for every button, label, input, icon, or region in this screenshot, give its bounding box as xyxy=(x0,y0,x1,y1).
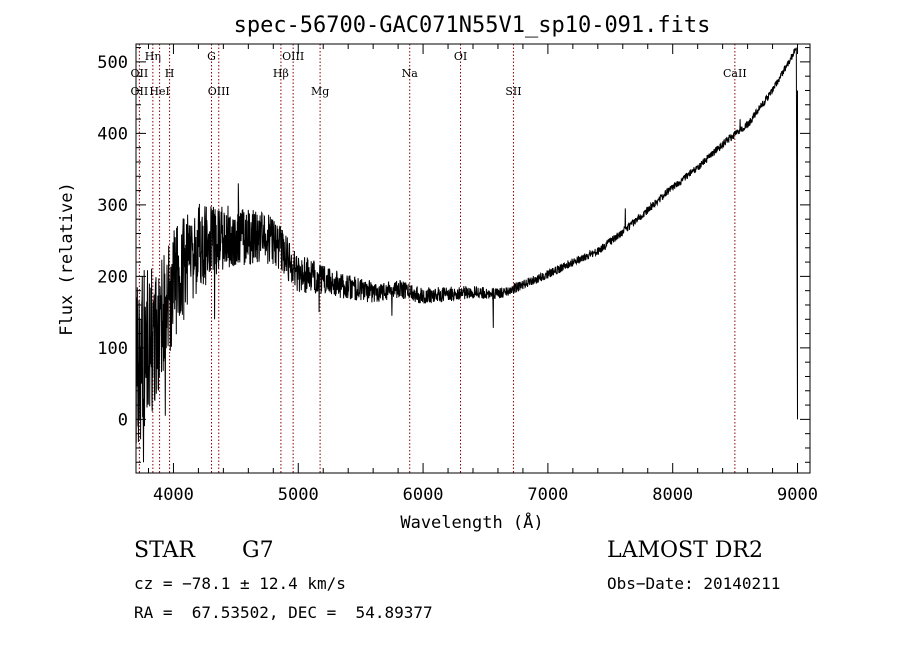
x-tick-label: 6000 xyxy=(403,485,444,505)
line-marker-label: Mg xyxy=(311,85,329,98)
object-class: STAR xyxy=(134,538,195,563)
x-tick-label: 5000 xyxy=(278,485,319,505)
line-marker-label: Hβ xyxy=(273,67,289,80)
line-marker-label: G xyxy=(207,50,216,63)
y-tick-label: 200 xyxy=(97,267,128,287)
line-marker-label: H xyxy=(165,67,175,80)
line-marker-label: OII xyxy=(131,67,149,80)
chart-title: spec-56700-GAC071N55V1_sp10-091.fits xyxy=(234,13,711,38)
line-marker-label: OIII xyxy=(208,85,230,98)
line-marker-label: SII xyxy=(505,85,521,98)
line-marker-label: OIII xyxy=(282,50,304,63)
x-tick-label: 9000 xyxy=(777,485,818,505)
x-tick-label: 7000 xyxy=(527,485,568,505)
y-tick-label: 0 xyxy=(118,410,128,430)
line-marker-label: OII xyxy=(131,85,149,98)
object-subclass: G7 xyxy=(242,538,274,563)
coordinates: RA = 67.53502, DEC = 54.89377 xyxy=(134,603,433,622)
x-tick-label: 8000 xyxy=(652,485,693,505)
line-marker-label: HeI xyxy=(149,85,169,98)
emission-line-markers: OII OII Hη HeI H G OIII Hβ OIII Mg Na OI SII CaII xyxy=(131,44,747,473)
y-tick-label: 100 xyxy=(97,339,128,359)
x-tick-label: 4000 xyxy=(153,485,194,505)
y-tick-label: 300 xyxy=(97,196,128,216)
line-marker-label: OI xyxy=(454,50,467,63)
line-marker-label: CaII xyxy=(723,67,747,80)
x-axis-label: Wavelength (Å) xyxy=(400,511,543,533)
y-tick-label: 500 xyxy=(97,53,128,73)
line-marker-label: Na xyxy=(402,67,419,80)
axis-tick-labels: 4000 5000 6000 7000 8000 9000 0 100 200 300 400 500 xyxy=(97,53,818,505)
axis-ticks xyxy=(136,44,810,473)
y-axis-label: Flux (relative) xyxy=(57,182,77,336)
spectrum-line xyxy=(135,47,798,463)
line-marker-label: Hη xyxy=(145,50,161,63)
observation-date: Obs−Date: 20140211 xyxy=(607,574,781,593)
survey-name: LAMOST DR2 xyxy=(607,538,763,563)
redshift-velocity: cz = −78.1 ± 12.4 km/s xyxy=(134,574,346,593)
y-tick-label: 400 xyxy=(97,124,128,144)
spectrum-chart: spec-56700-GAC071N55V1_sp10-091.fits OII… xyxy=(57,13,818,533)
